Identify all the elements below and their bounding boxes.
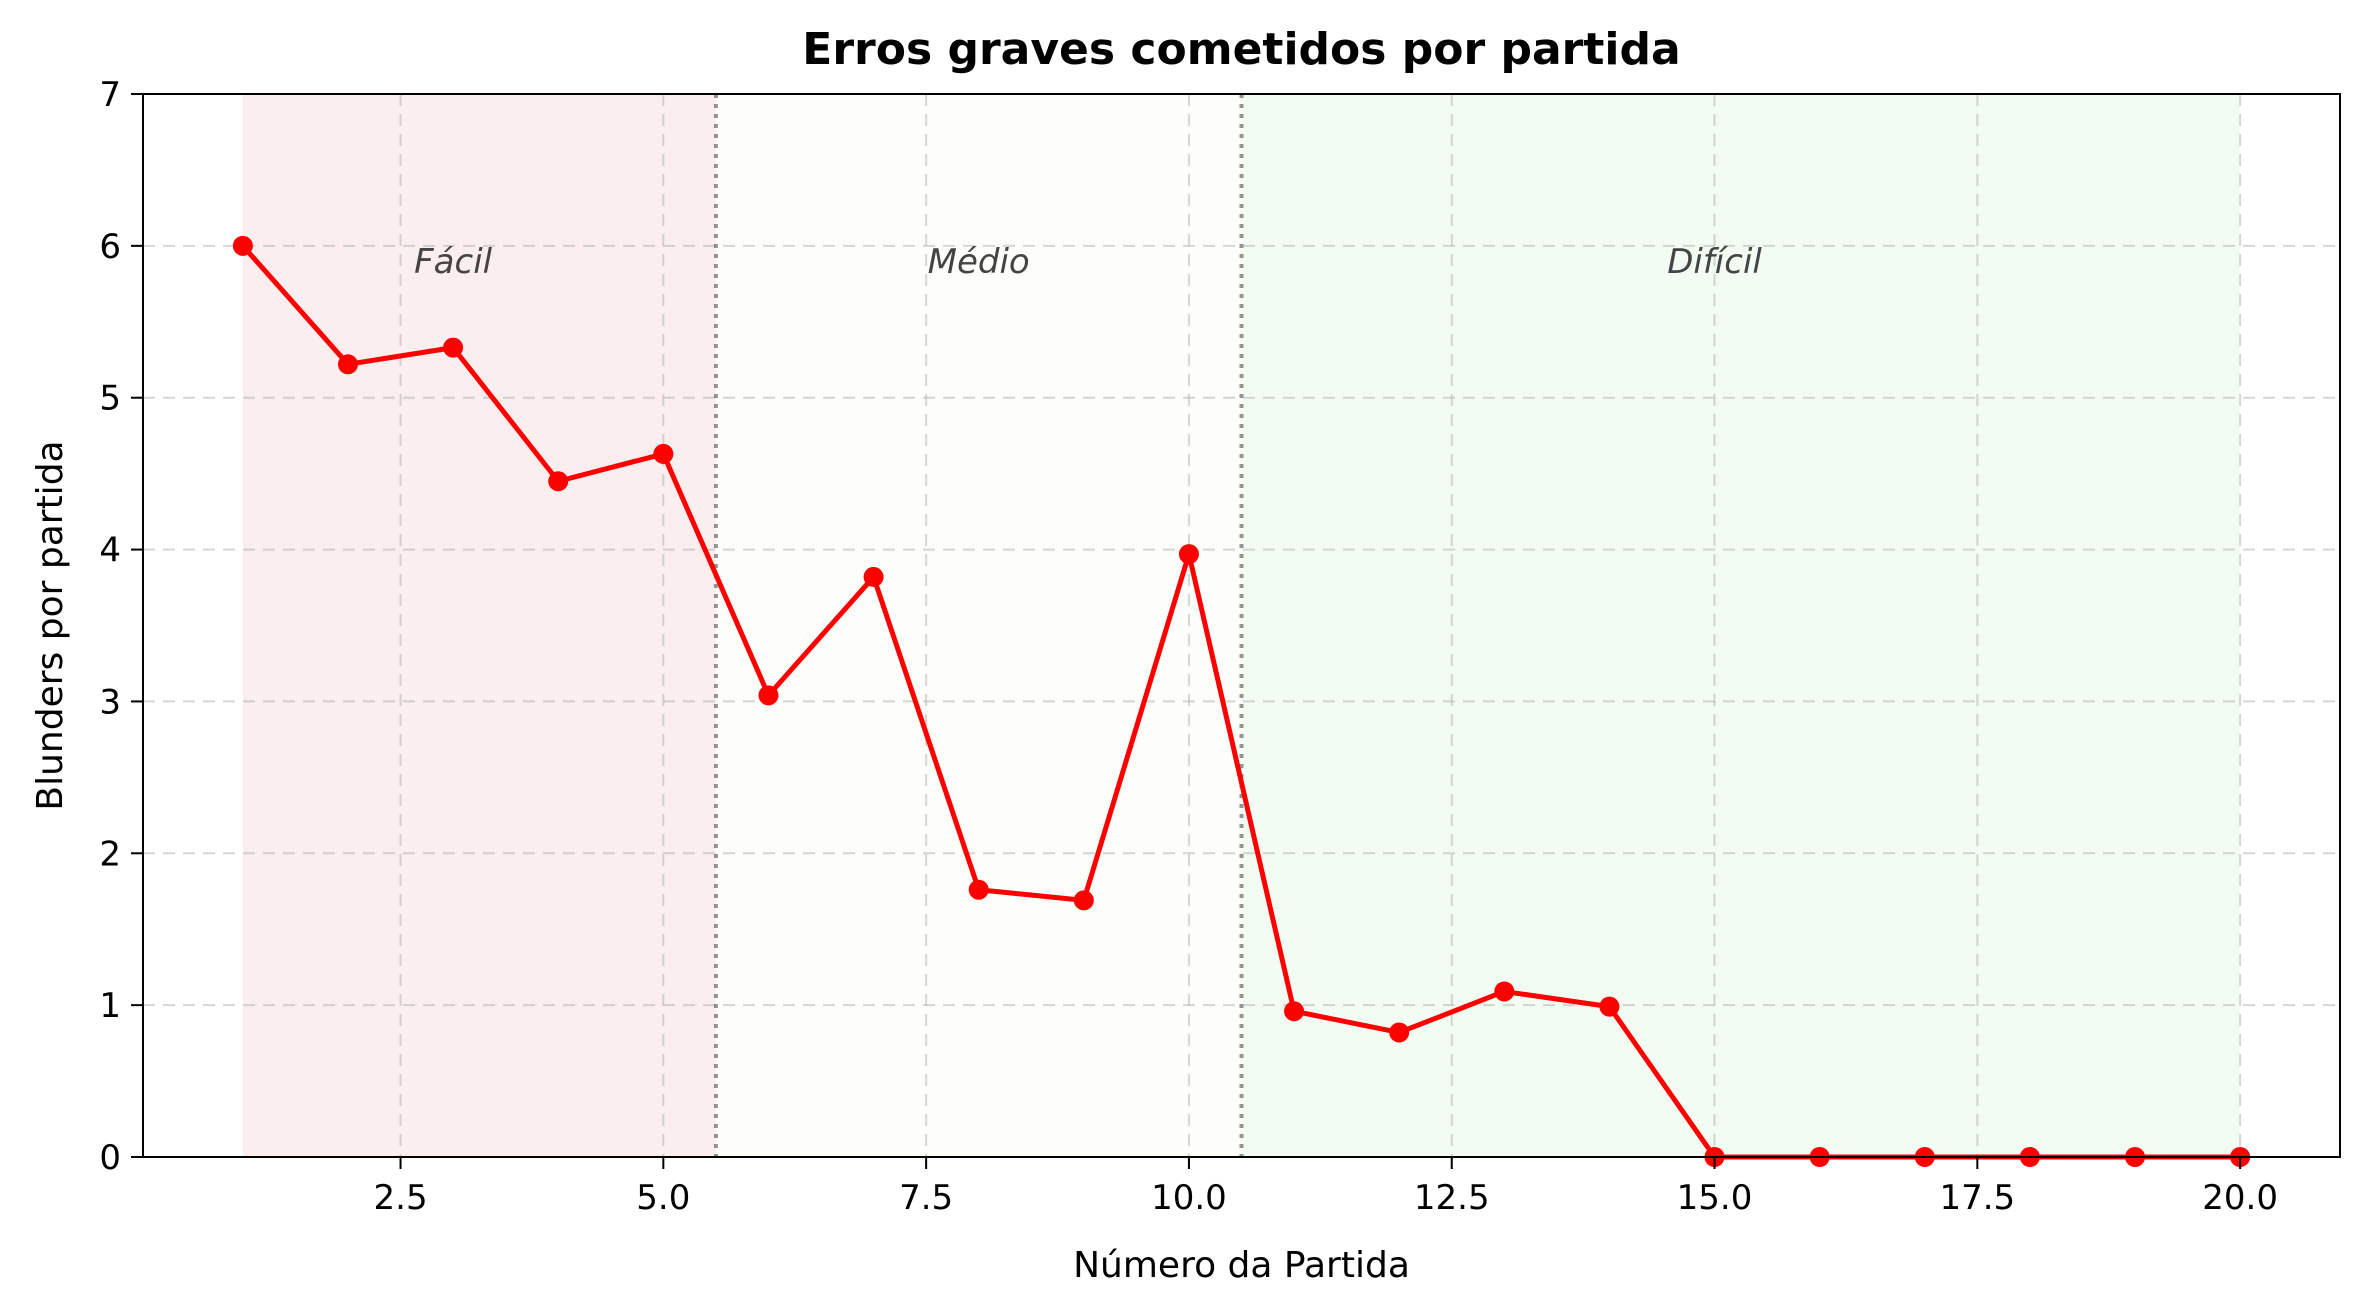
x-tick-label-3: 10.0	[1151, 1178, 1227, 1218]
x-tick-label-5: 15.0	[1677, 1178, 1753, 1218]
x-tick-label-6: 17.5	[1939, 1178, 2015, 1218]
data-point-8	[968, 879, 989, 900]
data-points	[232, 235, 2251, 1167]
x-tick-label-2: 7.5	[899, 1178, 953, 1218]
data-point-1	[232, 235, 253, 256]
boundary-lines	[713, 94, 1244, 1157]
x-tick-label-0: 2.5	[374, 1178, 428, 1218]
difficulty-regions	[242, 94, 2241, 1157]
data-point-5	[653, 443, 674, 464]
x-tick-label-1: 5.0	[636, 1178, 690, 1218]
y-tick-label-2: 2	[99, 834, 121, 874]
y-tick-label-4: 4	[99, 531, 121, 571]
y-tick-label-5: 5	[99, 379, 121, 419]
y-axis-ticks: 0 1 2 3 4 5 6 7	[99, 75, 143, 1178]
x-axis-label: Número da Partida	[1073, 1245, 1410, 1286]
data-point-6	[758, 685, 779, 706]
data-point-9	[1073, 890, 1094, 911]
x-tick-label-4: 12.5	[1414, 1178, 1490, 1218]
data-point-10	[1178, 544, 1199, 565]
plot-frame	[142, 93, 2341, 1158]
data-point-13	[1494, 981, 1515, 1002]
y-tick-label-3: 3	[99, 682, 121, 722]
zone-label-0: Fácil	[414, 242, 493, 282]
data-point-4	[548, 471, 569, 492]
grid	[143, 93, 2340, 1158]
region-2	[1241, 94, 2241, 1157]
region-0	[242, 94, 716, 1157]
data-point-3	[443, 337, 464, 358]
y-axis-label: Blunders por partida	[30, 440, 71, 810]
region-1	[715, 94, 1242, 1157]
data-point-7	[863, 566, 884, 587]
x-tick-label-7: 20.0	[2202, 1178, 2278, 1218]
y-tick-label-6: 6	[99, 227, 121, 267]
y-tick-label-0: 0	[99, 1138, 121, 1178]
y-tick-label-7: 7	[99, 75, 121, 115]
zone-label-1: Médio	[928, 242, 1030, 282]
zone-label-2: Difícil	[1667, 242, 1762, 282]
zone-labels: Fácil Médio Difícil	[414, 242, 1762, 282]
chart-title: Erros graves cometidos por partida	[802, 24, 1680, 75]
data-point-12	[1389, 1022, 1410, 1043]
y-tick-label-1: 1	[99, 986, 121, 1026]
x-axis-ticks: 2.5 5.0 7.5 10.0 12.5 15.0 17.5 20.0	[374, 1157, 2278, 1218]
data-point-11	[1284, 1001, 1305, 1022]
data-point-14	[1599, 996, 1620, 1017]
data-point-2	[337, 354, 358, 375]
